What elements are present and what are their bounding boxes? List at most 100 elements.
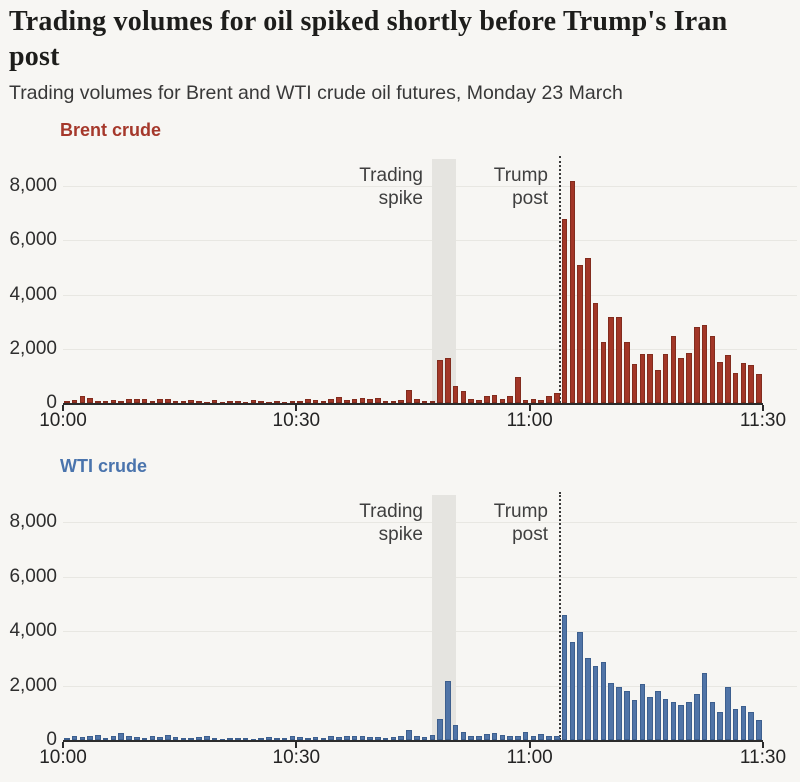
- volume-bar: [546, 395, 552, 403]
- volume-bar: [118, 733, 125, 740]
- volume-bar: [196, 737, 202, 740]
- volume-bar: [281, 737, 288, 740]
- volume-bar: [694, 326, 700, 403]
- volume-bar: [445, 680, 451, 740]
- volume-bar: [608, 682, 615, 740]
- volume-bar: [491, 732, 498, 740]
- annotation-trump-post-line2: post: [512, 188, 548, 209]
- page-title: Trading volumes for oil spiked shortly b…: [9, 6, 728, 72]
- volume-bar: [367, 398, 373, 403]
- y-axis-label-0: 0: [46, 392, 57, 413]
- volume-bar: [87, 736, 93, 740]
- volume-bar: [561, 218, 568, 403]
- x-axis-label-1030: 10:30: [272, 410, 321, 431]
- volume-bar: [204, 736, 210, 740]
- annotation-trump-post-line1: Trump: [493, 165, 548, 186]
- volume-bar: [546, 736, 552, 740]
- volume-bar: [616, 316, 622, 403]
- volume-bar: [165, 399, 171, 403]
- volume-bar: [491, 394, 498, 403]
- volume-bar: [569, 641, 576, 740]
- x-axis-label-1100: 11:00: [506, 747, 553, 768]
- y-axis-label-4000: 4,000: [9, 283, 57, 305]
- volume-bar: [118, 400, 125, 403]
- volume-bar: [740, 706, 747, 740]
- x-axis-label-1130: 11:30: [739, 410, 787, 431]
- volume-bar: [375, 398, 381, 403]
- volume-bar: [421, 400, 428, 403]
- y-axis-label-8000: 8,000: [9, 175, 57, 196]
- volume-bar: [694, 693, 700, 740]
- volume-bar: [670, 701, 677, 740]
- volume-bar: [507, 735, 513, 740]
- volume-bar: [79, 396, 86, 403]
- volume-bar: [382, 400, 389, 403]
- volume-bar: [390, 401, 397, 404]
- trump-post-line: [559, 492, 561, 740]
- brent-chart: Brent crude 0 2,000 4,000 6,000 8,000 10:00 10…: [0, 116, 800, 446]
- volume-bar: [126, 398, 132, 403]
- volume-bar: [522, 399, 529, 403]
- volume-bar: [359, 397, 366, 403]
- volume-bar: [64, 737, 70, 740]
- volume-bar: [476, 736, 482, 740]
- volume-bar: [460, 731, 467, 740]
- volume-bar: [748, 364, 755, 403]
- trump-post-line: [559, 156, 561, 403]
- y-axis-label-2000: 2,000: [9, 337, 57, 359]
- volume-bar: [344, 400, 350, 403]
- volume-bar: [172, 400, 179, 403]
- x-axis-tick: [762, 742, 764, 748]
- volume-bar: [701, 673, 708, 740]
- volume-bar: [235, 400, 241, 403]
- annotation-trump-post-line1: Trump: [493, 501, 548, 522]
- x-axis-label-1000: 10:00: [39, 410, 87, 431]
- trading-spike-band: [431, 495, 456, 740]
- volume-bar: [740, 363, 747, 403]
- volume-bar: [538, 400, 545, 403]
- volume-bar: [336, 737, 342, 740]
- volume-bar: [211, 737, 218, 740]
- volume-bar: [196, 401, 202, 404]
- gridline-4000: [63, 631, 797, 632]
- volume-bar: [452, 386, 459, 403]
- volume-bar: [235, 738, 241, 741]
- volume-bar: [359, 736, 366, 740]
- volume-bar: [499, 398, 506, 403]
- volume-bar: [79, 737, 86, 740]
- volume-bar: [242, 737, 249, 740]
- volume-bar: [662, 699, 669, 740]
- volume-bar: [600, 662, 607, 740]
- volume-bar: [87, 397, 93, 403]
- volume-bar: [414, 736, 420, 740]
- volume-bar: [102, 401, 109, 404]
- brent-plot-area: 0 2,000 4,000 6,000 8,000 10:00 10:30 11:00 11:3…: [0, 116, 800, 446]
- x-axis-tick: [528, 742, 531, 748]
- volume-bar: [398, 736, 405, 740]
- volume-bar: [71, 399, 78, 403]
- volume-bar: [64, 401, 70, 404]
- volume-bar: [725, 687, 731, 740]
- volume-bar: [211, 399, 218, 403]
- volume-bar: [312, 400, 319, 403]
- annotation-trading-spike-line1: Trading: [359, 165, 423, 186]
- y-axis-label-0: 0: [46, 729, 57, 750]
- volume-bar: [312, 736, 319, 740]
- volume-bar: [561, 614, 568, 740]
- y-axis-label-6000: 6,000: [9, 229, 57, 251]
- x-axis-label-1000: 10:00: [39, 747, 87, 768]
- volume-bar: [289, 400, 296, 403]
- volume-bar: [686, 353, 692, 403]
- volume-bar: [476, 400, 482, 403]
- volume-bar: [382, 737, 389, 740]
- volume-bar: [530, 735, 537, 740]
- annotation-trump-post-line2: post: [512, 524, 548, 545]
- volume-bar: [110, 400, 117, 403]
- volume-bar: [180, 737, 187, 740]
- x-axis-label-1030: 10:30: [272, 747, 321, 768]
- volume-bar: [499, 734, 506, 740]
- annotation-trading-spike-line2: spike: [378, 188, 423, 209]
- volume-bar: [686, 702, 692, 740]
- trading-spike-band: [431, 159, 456, 403]
- volume-bar: [149, 736, 156, 740]
